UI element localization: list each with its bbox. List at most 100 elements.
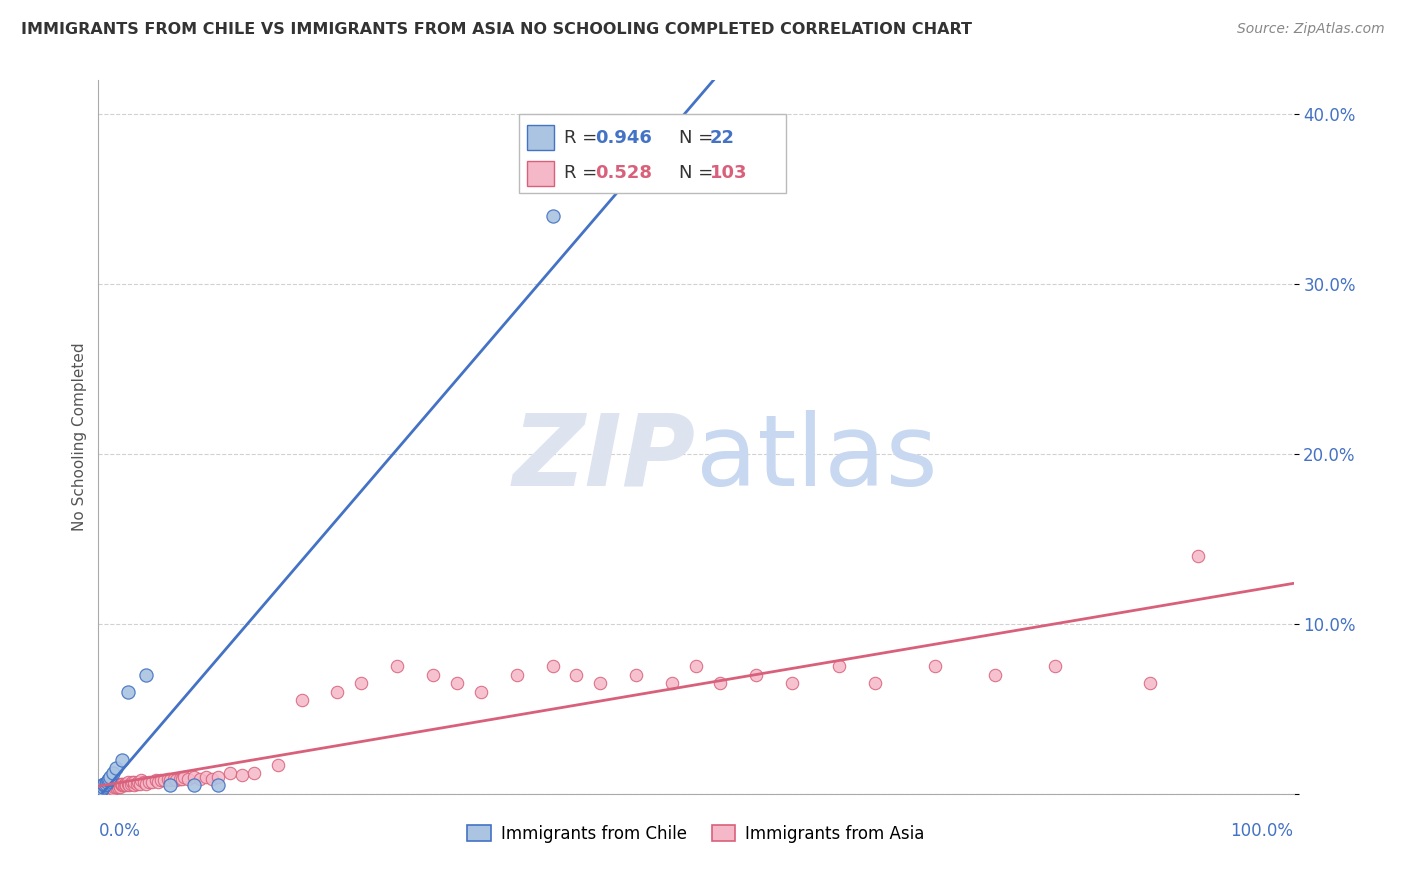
Point xyxy=(243,766,266,780)
Point xyxy=(98,781,122,796)
Point xyxy=(1187,549,1209,563)
Point xyxy=(132,775,155,789)
Point xyxy=(94,783,117,797)
Point xyxy=(541,209,564,223)
Point xyxy=(470,685,492,699)
Point xyxy=(156,772,179,786)
Point xyxy=(828,659,851,673)
Point xyxy=(145,773,167,788)
Point xyxy=(91,778,114,792)
Point xyxy=(188,772,211,786)
Point xyxy=(129,777,152,791)
Point xyxy=(98,780,122,794)
Point xyxy=(183,778,205,792)
Point xyxy=(90,780,112,794)
Text: 103: 103 xyxy=(710,164,748,182)
Point xyxy=(98,781,121,796)
Point xyxy=(231,768,253,782)
Point xyxy=(1043,659,1066,673)
Point xyxy=(177,772,200,786)
Point xyxy=(93,780,115,794)
Point xyxy=(207,778,229,792)
Point xyxy=(159,773,181,788)
Point xyxy=(94,778,117,792)
Point xyxy=(107,780,129,794)
Point xyxy=(93,783,115,797)
Point xyxy=(661,676,683,690)
Point xyxy=(124,775,146,789)
Point xyxy=(117,777,139,791)
Point xyxy=(117,775,139,789)
Point xyxy=(103,780,125,794)
Point xyxy=(97,778,120,792)
Point xyxy=(159,778,181,792)
Y-axis label: No Schooling Completed: No Schooling Completed xyxy=(72,343,87,532)
Point xyxy=(90,783,112,797)
Point xyxy=(165,773,187,788)
Text: IMMIGRANTS FROM CHILE VS IMMIGRANTS FROM ASIA NO SCHOOLING COMPLETED CORRELATION: IMMIGRANTS FROM CHILE VS IMMIGRANTS FROM… xyxy=(21,22,972,37)
Point xyxy=(91,780,114,794)
Point xyxy=(112,778,135,792)
Point xyxy=(121,775,143,789)
Point xyxy=(98,770,122,784)
Point xyxy=(117,685,139,699)
Text: 100.0%: 100.0% xyxy=(1230,822,1294,840)
Point xyxy=(125,777,148,791)
Point xyxy=(267,758,290,772)
Point xyxy=(96,781,118,796)
Point xyxy=(626,668,648,682)
Point xyxy=(115,778,138,792)
Point xyxy=(105,761,128,775)
Text: R =: R = xyxy=(564,164,603,182)
Point xyxy=(141,775,163,789)
Point xyxy=(745,668,768,682)
Point xyxy=(91,780,114,794)
Point xyxy=(780,676,803,690)
Point xyxy=(93,781,115,796)
Point xyxy=(97,781,120,796)
Text: atlas: atlas xyxy=(696,410,938,507)
Point xyxy=(111,777,134,791)
Text: N =: N = xyxy=(679,164,718,182)
Point xyxy=(105,780,128,794)
Point xyxy=(91,781,114,796)
Point xyxy=(124,778,146,792)
Point xyxy=(1139,676,1161,690)
Point xyxy=(89,781,111,796)
Point xyxy=(111,778,134,792)
Text: N =: N = xyxy=(679,128,718,146)
Point xyxy=(101,766,124,780)
Point xyxy=(96,775,118,789)
Point xyxy=(93,777,115,791)
Point xyxy=(326,685,349,699)
Point xyxy=(107,778,129,792)
Point xyxy=(350,676,373,690)
Point xyxy=(90,781,112,796)
Point xyxy=(89,783,111,797)
Point xyxy=(385,659,409,673)
Text: 0.0%: 0.0% xyxy=(98,822,141,840)
Text: 0.946: 0.946 xyxy=(595,128,652,146)
Point xyxy=(91,781,114,796)
Text: R =: R = xyxy=(564,128,603,146)
Point xyxy=(565,668,588,682)
Point xyxy=(91,783,114,797)
Point xyxy=(148,775,170,789)
Point xyxy=(120,777,142,791)
Point xyxy=(93,778,115,792)
Point xyxy=(984,668,1007,682)
Point xyxy=(127,775,149,789)
Point xyxy=(91,781,114,796)
Point xyxy=(94,777,117,791)
Point xyxy=(91,780,114,794)
Point xyxy=(97,773,120,788)
Point xyxy=(131,773,153,788)
Point xyxy=(291,693,314,707)
Point xyxy=(118,778,141,792)
Point xyxy=(149,773,172,788)
Point xyxy=(183,770,205,784)
Point xyxy=(111,753,134,767)
Point xyxy=(105,777,128,791)
Text: ZIP: ZIP xyxy=(513,410,696,507)
Point xyxy=(865,676,887,690)
